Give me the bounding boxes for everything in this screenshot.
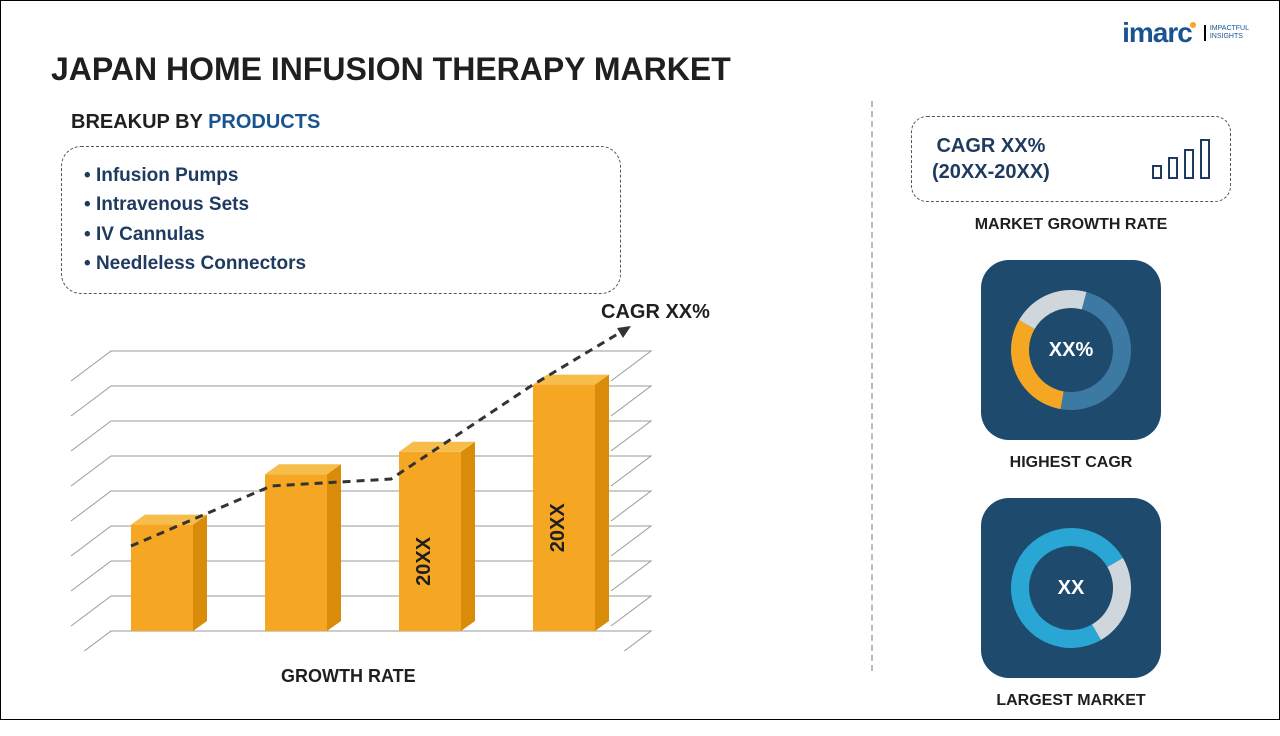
svg-text:20XX: 20XX — [413, 536, 435, 586]
svg-text:20XX: 20XX — [547, 503, 569, 553]
cagr-annotation: CAGR XX% — [601, 301, 710, 324]
breakup-heading: BREAKUP BY PRODUCTS — [71, 111, 320, 134]
cagr-summary-text: CAGR XX% (20XX-20XX) — [932, 133, 1050, 185]
right-panel: CAGR XX% (20XX-20XX) MARKET GROWTH RATE … — [911, 116, 1231, 736]
mini-bars-icon — [1152, 139, 1210, 179]
growth-bar-chart: 20XX 20XX — [61, 311, 711, 651]
products-list: Infusion PumpsIntravenous SetsIV Cannula… — [84, 161, 598, 279]
donut1-value: XX% — [1049, 339, 1093, 362]
product-item: Infusion Pumps — [84, 161, 598, 190]
cagr-summary-box: CAGR XX% (20XX-20XX) — [911, 116, 1231, 202]
vertical-divider — [871, 101, 873, 671]
highest-cagr-tile: XX% — [981, 260, 1161, 440]
largest-market-tile: XX — [981, 498, 1161, 678]
tile1-label: HIGHEST CAGR — [911, 454, 1231, 472]
product-item: IV Cannulas — [84, 220, 598, 249]
chart-axis-label: GROWTH RATE — [281, 666, 416, 687]
product-item: Needleless Connectors — [84, 249, 598, 278]
brand-logo: imarc IMPACTFUL INSIGHTS — [1122, 17, 1249, 49]
product-item: Intravenous Sets — [84, 190, 598, 219]
logo-tagline: IMPACTFUL INSIGHTS — [1204, 25, 1249, 40]
logo-text: imarc — [1122, 17, 1198, 49]
tile2-label: LARGEST MARKET — [911, 692, 1231, 710]
cagr-box-label: MARKET GROWTH RATE — [911, 216, 1231, 234]
products-box: Infusion PumpsIntravenous SetsIV Cannula… — [61, 146, 621, 294]
page-title: JAPAN HOME INFUSION THERAPY MARKET — [51, 51, 731, 88]
donut2-value: XX — [1058, 577, 1085, 600]
